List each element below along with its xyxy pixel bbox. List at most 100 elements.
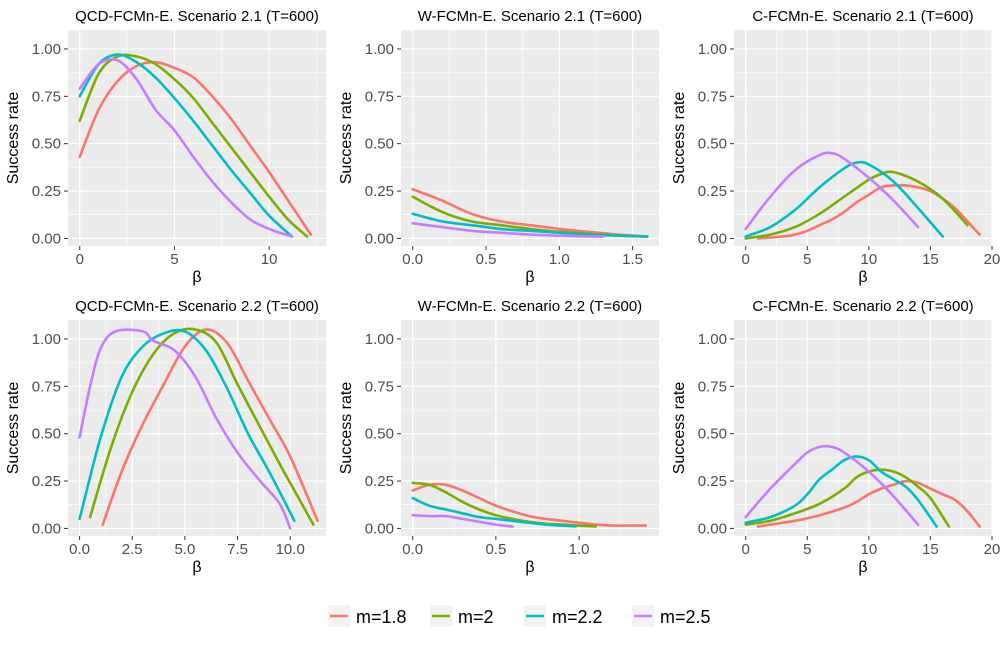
x-tick-label: 2.5 [122, 541, 143, 558]
x-tick-label: 15 [922, 251, 939, 268]
y-tick-label: 0.75 [365, 88, 394, 105]
panel-title: QCD-FCMn-E. Scenario 2.2 (T=600) [75, 298, 319, 315]
x-tick-label: 5 [803, 541, 811, 558]
y-tick-label: 0.00 [698, 230, 727, 247]
panel-background [68, 30, 326, 246]
legend-label: m=1.8 [356, 607, 407, 627]
x-tick-label: 0 [76, 251, 84, 268]
x-tick-label: 0.0 [402, 251, 423, 268]
x-tick-label: 0.5 [476, 251, 497, 268]
series-line-m=2.2 [78, 53, 294, 238]
series-line-m=2 [78, 53, 309, 238]
y-tick-label: 0.50 [365, 426, 394, 443]
panel-3: 0.00 0.25 0.50 0.75 1.00 0 5 10 15 20 C-FCMn-E. Sc… [671, 8, 1000, 286]
panel-background [68, 320, 326, 536]
panel-title: C-FCMn-E. Scenario 2.2 (T=600) [752, 298, 973, 315]
y-tick-label: 0.00 [32, 520, 61, 537]
panel-4: 0.00 0.25 0.50 0.75 1.00 0.0 2.5 5.0 7.5 10.0 QCD-… [5, 298, 326, 576]
y-axis-title: Success rate [5, 382, 22, 475]
panel-6: 0.00 0.25 0.50 0.75 1.00 0 5 10 15 20 C-FCMn-E. Sc… [671, 298, 1000, 576]
panel-1: 0.00 0.25 0.50 0.75 1.00 0 5 10 QCD-FCMn-E. Scen… [5, 8, 326, 286]
y-tick-label: 1.00 [365, 41, 394, 58]
series-line-m=2.5 [744, 151, 920, 231]
panel-title: QCD-FCMn-E. Scenario 2.1 (T=600) [75, 8, 319, 25]
panel-2: 0.00 0.25 0.50 0.75 1.00 0.0 0.5 1.0 1.5 W-FCMn-E… [338, 8, 659, 286]
x-tick-label: 7.5 [227, 541, 248, 558]
series-line-m=2.2 [411, 496, 578, 528]
series-line-m=2 [744, 170, 969, 240]
panel-background [734, 320, 992, 536]
x-axis-title: β [192, 269, 201, 286]
y-axis-title: Success rate [5, 92, 22, 185]
y-tick-label: 0.25 [698, 473, 727, 490]
series-line-m=2.5 [78, 57, 294, 238]
y-tick-label: 0.50 [32, 136, 61, 153]
y-tick-label: 0.50 [365, 136, 394, 153]
x-tick-label: 20 [984, 251, 1000, 268]
x-tick-label: 5.0 [174, 541, 195, 558]
x-tick-label: 20 [984, 541, 1000, 558]
x-axis-title: β [525, 559, 534, 576]
y-tick-label: 0.25 [365, 473, 394, 490]
y-tick-label: 0.00 [365, 520, 394, 537]
y-tick-label: 0.75 [698, 88, 727, 105]
series-line-m=2.5 [411, 513, 514, 528]
x-axis-title: β [192, 559, 201, 576]
series-line-m=2 [88, 327, 315, 526]
y-tick-label: 0.75 [32, 378, 61, 395]
y-tick-label: 0.00 [698, 520, 727, 537]
series-line-m=2.5 [78, 328, 292, 530]
x-tick-label: 5 [170, 251, 178, 268]
x-tick-label: 1.0 [569, 541, 590, 558]
y-axis-title: Success rate [671, 92, 688, 185]
x-tick-label: 0.0 [69, 541, 90, 558]
y-axis-title: Success rate [338, 382, 355, 475]
y-tick-label: 0.25 [32, 183, 61, 200]
panel-title: W-FCMn-E. Scenario 2.1 (T=600) [418, 8, 642, 25]
y-tick-label: 0.75 [32, 88, 61, 105]
y-tick-label: 1.00 [698, 41, 727, 58]
x-tick-label: 15 [922, 541, 939, 558]
series-line-m=2.5 [411, 222, 605, 238]
x-tick-label: 5 [803, 251, 811, 268]
series-line-m=2.5 [744, 444, 920, 526]
legend-label: m=2 [458, 607, 494, 627]
panel-5: 0.00 0.25 0.50 0.75 1.00 0.0 0.5 1.0 W-FCMn-E. S… [338, 298, 659, 576]
series-line-m=1.8 [756, 479, 981, 528]
y-tick-label: 0.00 [32, 230, 61, 247]
x-axis-title: β [858, 559, 867, 576]
x-axis-title: β [858, 269, 867, 286]
y-axis-title: Success rate [338, 92, 355, 185]
x-tick-label: 1.0 [549, 251, 570, 268]
x-tick-label: 1.5 [622, 251, 643, 268]
x-tick-label: 0.5 [485, 541, 506, 558]
series-line-m=1.8 [411, 482, 647, 527]
x-tick-label: 0.0 [402, 541, 423, 558]
x-tick-label: 0 [742, 251, 750, 268]
panel-background [401, 30, 659, 246]
series-line-m=2.2 [78, 328, 296, 523]
x-tick-label: 10 [261, 251, 278, 268]
y-tick-label: 0.50 [698, 426, 727, 443]
y-tick-label: 0.75 [365, 378, 394, 395]
x-axis-title: β [525, 269, 534, 286]
x-tick-label: 0 [742, 541, 750, 558]
y-tick-label: 0.75 [698, 378, 727, 395]
x-tick-label: 10 [861, 251, 878, 268]
y-tick-label: 0.50 [698, 136, 727, 153]
y-axis-title: Success rate [671, 382, 688, 475]
y-tick-label: 0.25 [365, 183, 394, 200]
y-tick-label: 1.00 [32, 41, 61, 58]
y-tick-label: 0.00 [365, 230, 394, 247]
series-line-m=1.8 [101, 328, 319, 526]
y-tick-label: 0.25 [698, 183, 727, 200]
y-tick-label: 1.00 [365, 331, 394, 348]
series-line-m=2.2 [411, 212, 649, 238]
legend-label: m=2.2 [552, 607, 603, 627]
series-line-m=1.8 [78, 60, 313, 236]
legend-label: m=2.5 [660, 607, 711, 627]
legend: m=1.8 m=2 m=2.2 m=2.5 [328, 605, 711, 627]
y-tick-label: 1.00 [32, 331, 61, 348]
panel-title: W-FCMn-E. Scenario 2.2 (T=600) [418, 298, 642, 315]
